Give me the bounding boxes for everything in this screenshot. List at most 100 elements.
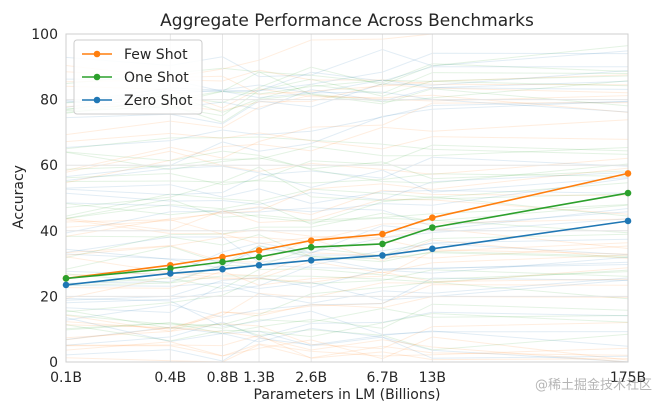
x-tick-label: 1.3B (243, 370, 275, 386)
legend-label-zero-shot: Zero Shot (124, 93, 193, 109)
background-line (65, 268, 629, 290)
background-line (65, 275, 629, 300)
background-line (65, 101, 629, 148)
y-tick-label: 40 (40, 224, 58, 240)
data-point-one-shot (255, 253, 263, 261)
legend-marker-zero-shot (93, 96, 101, 104)
background-line (65, 326, 629, 363)
background-line (65, 150, 629, 184)
background-line (65, 261, 629, 301)
y-axis-ticks: 0 20 40 60 80 100 (31, 27, 58, 371)
data-point-few-shot (307, 237, 315, 244)
background-line (65, 269, 629, 313)
x-tick-label: 2.6B (295, 370, 327, 386)
background-line (65, 245, 629, 270)
background-line (65, 167, 629, 237)
background-line (65, 344, 629, 363)
background-line (65, 136, 629, 155)
x-tick-label: 0.8B (207, 370, 239, 386)
data-point-few-shot (379, 230, 386, 238)
legend-label-one-shot: One Shot (124, 70, 189, 86)
background-line (65, 94, 629, 136)
data-point-one-shot (167, 265, 174, 272)
background-line (65, 298, 629, 336)
background-line (65, 236, 629, 264)
x-tick-label: 0.4B (154, 370, 186, 386)
data-point-zero-shot (167, 270, 174, 277)
background-line (65, 238, 629, 263)
background-line (65, 171, 629, 206)
background-line (65, 132, 629, 150)
background-line (65, 284, 629, 332)
series-zero-shot (62, 217, 632, 289)
series-line-zero-shot (65, 220, 629, 286)
legend: Few Shot One Shot Zero Shot (73, 39, 203, 115)
background-line (65, 173, 629, 209)
background-line (65, 312, 629, 342)
background-line (65, 218, 629, 256)
data-point-few-shot (624, 170, 632, 177)
background-line (65, 184, 629, 205)
x-axis-ticks: 0.1B 0.4B 0.8B 1.3B 2.6B 6.7B 13B 175B (50, 370, 646, 386)
background-line (65, 269, 629, 326)
data-point-one-shot (624, 189, 632, 197)
data-point-zero-shot (379, 252, 386, 259)
series-one-shot (62, 189, 632, 282)
series-line-one-shot (65, 192, 629, 280)
y-tick-label: 60 (40, 158, 58, 174)
legend-marker-one-shot (93, 73, 101, 81)
background-line (65, 267, 629, 329)
background-line (65, 198, 629, 231)
background-line (65, 219, 629, 255)
background-line (65, 165, 629, 193)
legend-label-few-shot: Few Shot (124, 47, 188, 63)
background-line (65, 336, 629, 361)
background-line (65, 254, 629, 299)
background-line (65, 166, 629, 202)
data-point-zero-shot (255, 261, 263, 269)
background-line (65, 102, 629, 171)
data-point-zero-shot (429, 245, 436, 253)
plot-frame (65, 33, 629, 363)
background-line (65, 151, 629, 180)
background-line (65, 144, 629, 186)
x-tick-label: 13B (419, 370, 446, 386)
background-line (65, 150, 629, 175)
series-layer (62, 170, 632, 289)
background-line (65, 317, 629, 359)
background-line (65, 253, 629, 270)
background-line (65, 182, 629, 217)
watermark: @稀土掘金技术社区 (534, 378, 652, 393)
y-tick-label: 80 (40, 93, 58, 109)
data-point-few-shot (255, 247, 263, 254)
background-line (65, 202, 629, 227)
background-line (65, 233, 629, 284)
data-point-zero-shot (62, 281, 70, 289)
background-line (65, 177, 629, 234)
background-line (65, 256, 629, 284)
data-point-one-shot (307, 243, 315, 251)
x-axis-label: Parameters in LM (Billions) (254, 387, 441, 401)
data-point-zero-shot (307, 257, 315, 264)
data-point-zero-shot (219, 265, 226, 273)
background-line (65, 309, 629, 351)
y-tick-label: 20 (40, 289, 58, 305)
chart-title: Aggregate Performance Across Benchmarks (160, 11, 534, 31)
y-tick-label: 100 (31, 27, 58, 43)
background-line (65, 219, 629, 249)
background-line (65, 100, 629, 178)
background-line (65, 277, 629, 321)
data-point-one-shot (379, 240, 386, 248)
data-point-one-shot (429, 224, 436, 231)
background-line (65, 119, 629, 184)
background-line (65, 330, 629, 362)
background-line (65, 198, 629, 221)
x-tick-label: 175B (610, 370, 646, 386)
background-line (65, 279, 629, 301)
background-line (65, 303, 629, 334)
background-line (65, 242, 629, 289)
background-line (65, 307, 629, 330)
legend-marker-few-shot (93, 50, 101, 58)
data-point-few-shot (429, 214, 436, 221)
